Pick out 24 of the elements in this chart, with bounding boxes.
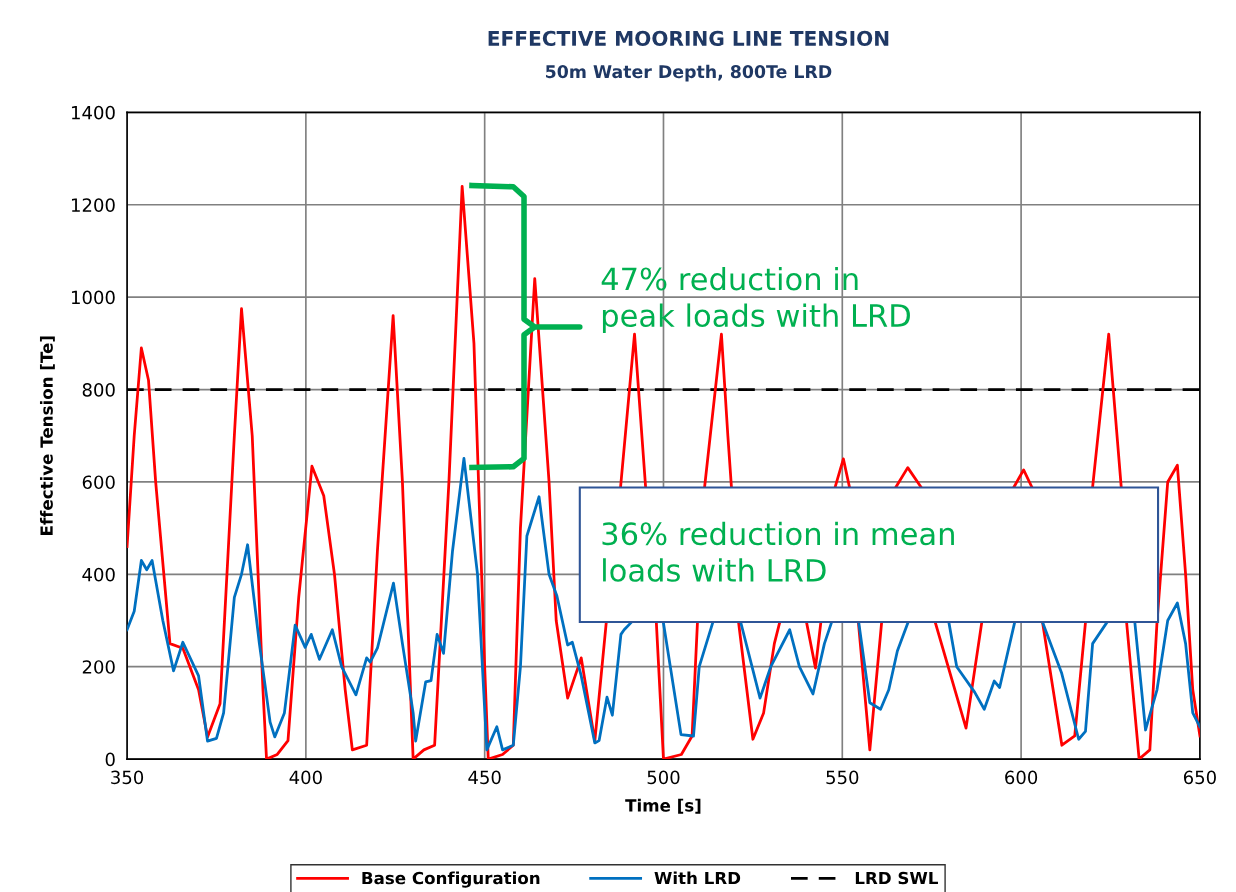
legend-label: With LRD: [654, 871, 741, 885]
x-tick-label: 400: [289, 770, 322, 785]
y-tick-label: 800: [82, 383, 115, 397]
x-tick-label: 450: [468, 770, 501, 785]
y-axis-title: Effective Tension [Te]: [39, 336, 55, 535]
x-axis-title: Time [s]: [625, 798, 701, 814]
chart-subtitle: 50m Water Depth, 800Te LRD: [546, 64, 832, 82]
chart-title: EFFECTIVE MOORING LINE TENSION: [488, 30, 889, 46]
legend-label: Base Configuration: [362, 871, 540, 888]
x-tick-label: 550: [826, 770, 859, 785]
y-tick-label: 200: [82, 660, 115, 674]
legend-label: LRD SWL: [855, 871, 938, 885]
y-tick-label: 600: [82, 475, 115, 490]
y-tick-label: 0: [105, 752, 115, 767]
x-tick-label: 600: [1005, 770, 1038, 785]
y-tick-label: 400: [82, 567, 115, 582]
x-tick-label: 500: [647, 770, 680, 785]
annotation: 36% reduction in mean loads with LRD: [602, 521, 954, 582]
annotation: 47% reduction in peak loads with LRD: [601, 266, 910, 333]
x-tick-label: 650: [1183, 770, 1216, 785]
y-tick-label: 1400: [71, 105, 115, 120]
x-tick-label: 350: [111, 770, 144, 785]
y-tick-label: 1000: [71, 290, 115, 305]
y-tick-label: 1200: [71, 198, 115, 212]
